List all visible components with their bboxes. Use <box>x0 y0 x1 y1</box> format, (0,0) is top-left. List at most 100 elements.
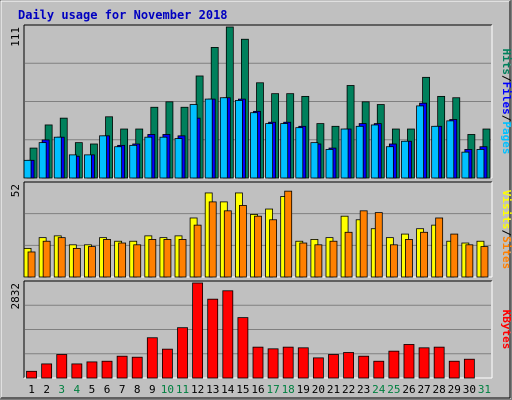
bar-sites-day-28 <box>435 217 444 278</box>
bar-kbytes-day-11 <box>177 327 188 379</box>
bar-sites-day-11 <box>178 239 187 278</box>
x-tick-label: 28 <box>433 383 446 396</box>
bar-kbytes-day-1 <box>26 370 37 379</box>
bar-sites-day-21 <box>329 240 338 278</box>
y-max-label: 52 <box>9 184 22 197</box>
side-legend-part: / <box>500 75 512 82</box>
bar-pages-day-6 <box>99 135 107 179</box>
side-legend: KBytes <box>500 310 512 350</box>
bar-kbytes-day-10 <box>162 348 173 379</box>
panel-hits_files_pages: 111 Hits/Files/Pages <box>9 24 512 179</box>
bar-sites-day-19 <box>299 242 308 278</box>
x-tick-label: 2 <box>43 383 50 396</box>
bar-pages-day-15 <box>235 100 243 179</box>
bar-sites-day-23 <box>359 210 368 278</box>
y-max-label: 2832 <box>9 283 22 310</box>
x-tick-label: 23 <box>357 383 370 396</box>
x-tick-label: 18 <box>282 383 295 396</box>
bar-pages-day-31 <box>476 149 485 179</box>
bar-kbytes-day-27 <box>418 347 430 379</box>
bar-sites-day-30 <box>465 244 474 278</box>
bar-pages-day-29 <box>446 120 455 179</box>
bar-pages-day-1 <box>23 159 32 179</box>
x-tick-label: 3 <box>58 383 65 396</box>
bar-sites-day-1 <box>27 251 36 278</box>
bar-pages-day-27 <box>416 105 424 179</box>
bar-pages-day-13 <box>204 98 213 179</box>
bar-kbytes-day-30 <box>463 358 475 379</box>
x-tick-label: 21 <box>327 383 340 396</box>
bar-sites-day-6 <box>103 239 111 278</box>
bar-pages-day-22 <box>340 128 349 179</box>
x-tick-label: 8 <box>134 383 141 396</box>
bar-sites-day-3 <box>57 237 66 278</box>
x-tick-label: 20 <box>312 383 325 396</box>
bar-kbytes-day-19 <box>297 347 309 379</box>
x-tick-label: 24 <box>372 383 386 396</box>
side-legend: Hits/Files/Pages <box>500 49 512 155</box>
bar-pages-day-9 <box>144 136 153 179</box>
x-tick-label: 13 <box>206 383 219 396</box>
bar-kbytes-day-25 <box>388 350 400 379</box>
bar-sites-day-29 <box>450 233 459 278</box>
bar-kbytes-day-22 <box>343 352 354 379</box>
bar-sites-day-17 <box>269 219 277 278</box>
bar-pages-day-16 <box>250 112 258 179</box>
bar-kbytes-day-24 <box>373 360 385 379</box>
bar-pages-day-28 <box>431 125 440 179</box>
bar-sites-day-9 <box>148 239 157 278</box>
x-tick-label: 1 <box>28 383 35 396</box>
bar-pages-day-30 <box>461 151 470 179</box>
bar-sites-day-27 <box>420 231 428 278</box>
bar-sites-day-15 <box>239 205 247 278</box>
bar-kbytes-day-3 <box>56 354 68 379</box>
panel-kbytes: 2832 KBytes <box>9 280 512 379</box>
bar-pages-day-11 <box>174 138 183 179</box>
x-tick-label: 31 <box>478 383 491 396</box>
bar-kbytes-day-21 <box>328 354 339 379</box>
bar-kbytes-day-26 <box>403 344 415 379</box>
x-tick-label: 4 <box>74 383 81 396</box>
bar-pages-day-21 <box>325 149 334 179</box>
x-tick-label: 6 <box>104 383 111 396</box>
x-tick-label: 11 <box>176 383 189 396</box>
series-pages <box>23 97 485 179</box>
bar-sites-day-5 <box>88 246 96 278</box>
y-max-label: 111 <box>9 27 22 47</box>
bar-kbytes-day-16 <box>252 346 264 379</box>
bar-pages-day-20 <box>310 142 319 179</box>
bar-kbytes-day-4 <box>71 363 83 379</box>
bar-sites-day-24 <box>374 212 383 278</box>
bar-sites-day-12 <box>193 224 202 278</box>
bar-pages-day-18 <box>280 123 289 179</box>
bar-kbytes-day-28 <box>433 346 445 379</box>
chart-panels: 111 Hits/Files/Pages 52 Visits/Sites 2832 KBy… <box>9 24 512 379</box>
side-legend-part: / <box>500 230 512 237</box>
bar-sites-day-22 <box>344 231 353 278</box>
side-legend-part: / <box>500 115 512 122</box>
x-tick-label: 12 <box>191 383 204 396</box>
side-legend-part: Hits <box>500 49 512 76</box>
bar-kbytes-day-18 <box>282 346 294 379</box>
bar-kbytes-day-29 <box>448 360 460 379</box>
series-sites <box>27 190 489 278</box>
x-axis-labels: 1 2 3 4 5 6 7 8 9 10 11 12 13 14 15 16 17 18 19 20 21 22 23 24 2… <box>28 383 491 396</box>
bar-kbytes-day-6 <box>101 360 113 379</box>
bar-sites-day-18 <box>284 190 293 278</box>
x-tick-label: 15 <box>236 383 249 396</box>
panel-visits_sites: 52 Visits/Sites <box>9 181 512 278</box>
bar-sites-day-4 <box>72 247 81 278</box>
side-legend-part: Sites <box>500 236 512 269</box>
x-tick-label: 26 <box>402 383 415 396</box>
bar-pages-day-24 <box>370 124 379 179</box>
x-tick-label: 30 <box>463 383 476 396</box>
bar-pages-day-26 <box>401 140 409 179</box>
x-tick-label: 5 <box>89 383 96 396</box>
side-legend: Visits/Sites <box>500 190 512 270</box>
bar-kbytes-day-5 <box>86 361 98 379</box>
bar-sites-day-31 <box>480 246 489 278</box>
bar-pages-day-5 <box>84 154 92 179</box>
x-tick-label: 17 <box>266 383 279 396</box>
bar-sites-day-13 <box>208 201 217 278</box>
